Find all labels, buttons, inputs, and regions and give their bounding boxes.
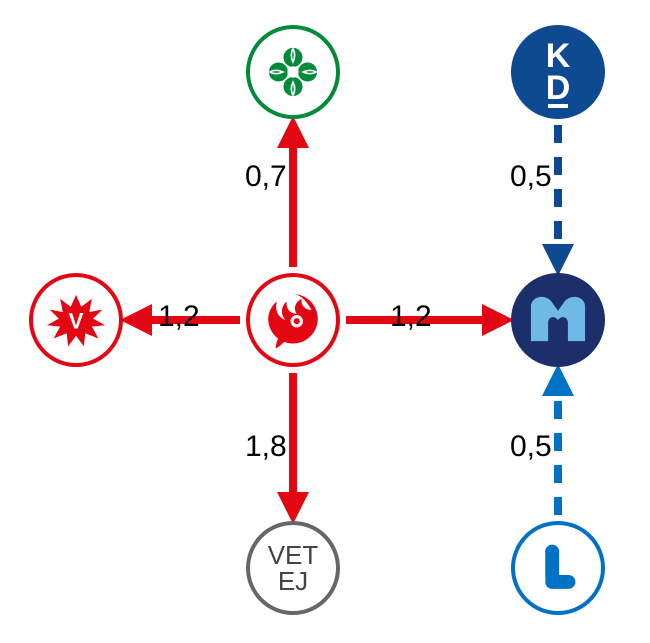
node-l	[511, 521, 605, 615]
m-icon	[525, 287, 591, 353]
edge-label-s-v: 1,2	[158, 300, 200, 334]
edge-label-s-m: 1,2	[390, 300, 432, 334]
clover-icon	[265, 44, 321, 100]
carnation-icon: V	[43, 287, 109, 353]
edge-label-s-ve: 1,8	[245, 430, 287, 464]
node-s	[246, 273, 340, 367]
node-vetej: VET EJ	[246, 521, 340, 615]
v-letter: V	[69, 309, 84, 334]
edge-label-s-c: 0,7	[245, 160, 287, 194]
node-m	[511, 273, 605, 367]
node-c	[246, 25, 340, 119]
node-v: V	[29, 273, 123, 367]
kd-letter-k: K	[546, 40, 571, 72]
node-kd: K D	[511, 25, 605, 119]
edge-label-l-m: 0,5	[510, 430, 552, 464]
edge-label-kd-m: 0,5	[510, 160, 552, 194]
vetej-line1: VET	[268, 542, 319, 568]
vetej-line2: EJ	[268, 568, 319, 594]
l-icon	[529, 539, 587, 597]
kd-letter-d: D	[546, 69, 571, 107]
rose-icon	[262, 289, 324, 351]
